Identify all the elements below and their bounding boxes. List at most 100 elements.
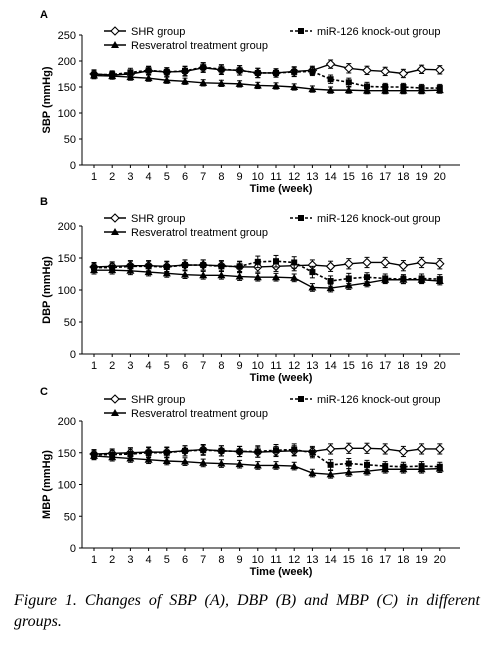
data-point xyxy=(416,64,427,75)
y-tick-label: 150 xyxy=(58,82,76,94)
data-point xyxy=(435,444,445,454)
data-point xyxy=(380,257,390,268)
series-2 xyxy=(91,62,443,93)
x-tick-label: 11 xyxy=(270,554,281,566)
data-point xyxy=(435,464,444,472)
data-point xyxy=(326,284,335,292)
data-point xyxy=(254,69,261,76)
data-point xyxy=(253,81,262,89)
x-axis-label: Time (week) xyxy=(250,566,313,578)
x-tick-label: 10 xyxy=(252,554,264,566)
data-point xyxy=(145,67,152,74)
data-point xyxy=(326,470,335,478)
data-point xyxy=(435,86,444,94)
x-tick-label: 6 xyxy=(182,360,188,372)
data-point xyxy=(253,273,262,281)
data-point xyxy=(344,63,354,74)
y-tick-label: 250 xyxy=(58,30,76,42)
data-point xyxy=(127,263,134,270)
data-point xyxy=(217,79,226,87)
x-tick-label: 7 xyxy=(200,554,206,566)
data-point xyxy=(182,67,188,74)
series-3 xyxy=(90,265,444,293)
y-tick-label: 0 xyxy=(70,349,76,361)
data-point xyxy=(362,257,372,268)
y-tick-label: 0 xyxy=(70,543,76,555)
data-point xyxy=(345,79,352,86)
data-point xyxy=(416,257,427,268)
data-point xyxy=(380,444,390,454)
data-point xyxy=(273,447,279,454)
data-point xyxy=(398,68,409,79)
data-point xyxy=(381,465,390,473)
data-point xyxy=(199,458,208,466)
data-point xyxy=(435,258,445,269)
data-point xyxy=(327,461,334,468)
x-tick-label: 15 xyxy=(343,554,355,566)
x-tick-label: 7 xyxy=(200,171,206,183)
x-tick-label: 5 xyxy=(164,171,170,183)
data-point xyxy=(364,274,370,281)
data-point xyxy=(90,451,98,459)
data-point xyxy=(345,275,352,282)
series-line xyxy=(93,74,440,92)
y-tick-label: 100 xyxy=(58,285,76,297)
data-point xyxy=(235,272,244,280)
legend-label: miR-126 knock-out group xyxy=(317,26,441,38)
legend-label: Resveratrol treatment group xyxy=(131,40,268,52)
y-axis-label: DBP (mmHg) xyxy=(41,256,53,324)
x-tick-label: 18 xyxy=(397,171,409,183)
y-axis-label: SBP (mmHg) xyxy=(41,66,53,133)
x-tick-label: 20 xyxy=(434,360,446,372)
legend-label: SHR group xyxy=(131,213,185,225)
y-tick-label: 200 xyxy=(58,56,76,68)
data-point xyxy=(290,83,299,90)
x-tick-label: 12 xyxy=(288,360,300,372)
data-point xyxy=(381,86,390,94)
legend-marker xyxy=(111,41,119,48)
panel-label: A xyxy=(40,9,48,21)
x-tick-label: 4 xyxy=(146,360,152,372)
data-point xyxy=(272,81,280,89)
data-point xyxy=(309,269,316,276)
y-tick-label: 50 xyxy=(64,511,76,523)
legend-label: miR-126 knock-out group xyxy=(317,213,441,225)
data-point xyxy=(327,76,334,83)
data-point xyxy=(108,72,117,80)
data-point xyxy=(236,263,243,270)
x-tick-label: 9 xyxy=(237,360,243,372)
data-point xyxy=(327,278,334,285)
data-point xyxy=(90,71,98,79)
data-point xyxy=(235,460,244,468)
legend-marker xyxy=(298,396,304,402)
caption-label: Figure 1. xyxy=(14,592,77,609)
data-point xyxy=(182,262,188,269)
data-point xyxy=(162,457,171,465)
legend-marker xyxy=(298,28,304,34)
x-tick-label: 4 xyxy=(146,554,152,566)
data-point xyxy=(236,448,243,455)
panel-label: B xyxy=(40,196,48,208)
x-tick-label: 17 xyxy=(379,171,391,183)
legend-marker xyxy=(110,213,120,223)
legend-item: Resveratrol treatment group xyxy=(104,408,268,420)
series-3 xyxy=(90,451,444,479)
series-line xyxy=(93,455,440,476)
legend-label: SHR group xyxy=(131,26,185,38)
series-line xyxy=(94,66,440,89)
data-point xyxy=(108,453,117,461)
x-tick-label: 13 xyxy=(306,171,318,183)
data-point xyxy=(364,83,370,90)
x-tick-label: 20 xyxy=(434,171,446,183)
data-point xyxy=(181,77,189,85)
y-tick-label: 50 xyxy=(64,317,76,329)
data-point xyxy=(417,465,426,473)
data-point xyxy=(162,76,171,84)
x-tick-label: 14 xyxy=(324,171,336,183)
legend: SHR group miR-126 knock-out group Resverat… xyxy=(104,213,441,239)
data-point xyxy=(344,468,353,476)
data-point xyxy=(217,459,226,467)
data-point xyxy=(362,443,372,454)
y-tick-label: 50 xyxy=(64,134,76,146)
x-tick-label: 13 xyxy=(306,554,318,566)
